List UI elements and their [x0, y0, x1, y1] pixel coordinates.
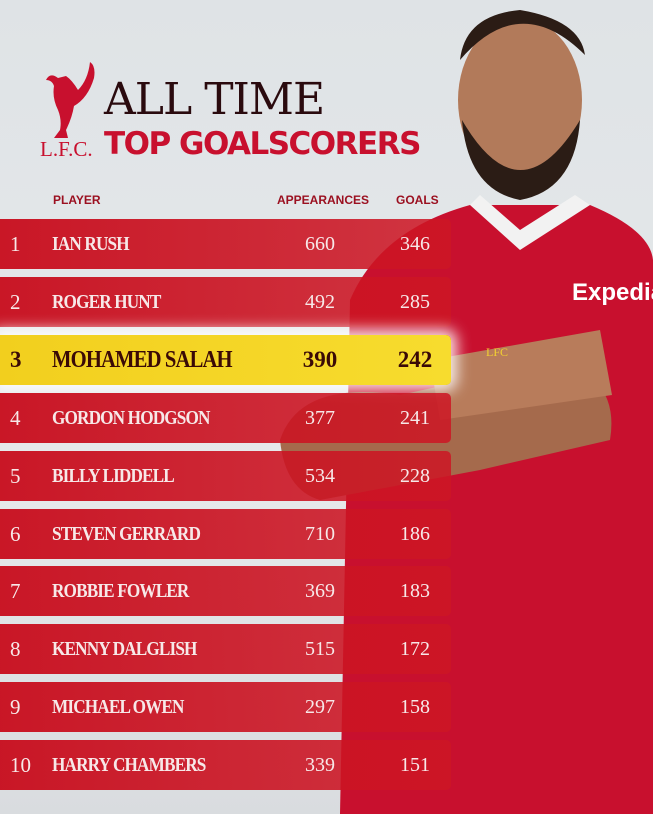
table-row: 10 HARRY CHAMBERS 339 151 [0, 740, 451, 791]
lfc-logo-text: L.F.C. [40, 137, 93, 161]
table-row: 7 ROBBIE FOWLER 369 183 [0, 566, 451, 617]
row-name: KENNY DALGLISH [52, 638, 197, 661]
row-name: BILLY LIDDELL [52, 464, 175, 487]
table-row: 8 KENNY DALGLISH 515 172 [0, 624, 451, 675]
row-rank: 10 [10, 753, 31, 778]
row-name: MOHAMED SALAH [52, 346, 233, 373]
shirt-crest-text: LFC [486, 345, 508, 359]
row-appearances: 390 [302, 346, 338, 372]
row-name: ROBBIE FOWLER [52, 580, 189, 603]
row-name: HARRY CHAMBERS [52, 754, 206, 777]
row-goals: 172 [400, 638, 430, 661]
row-goals: 346 [400, 233, 430, 255]
row-appearances: 710 [305, 522, 335, 545]
column-header-goals: GOALS [396, 193, 439, 207]
row-appearances: 515 [305, 638, 335, 661]
table-row: 2 ROGER HUNT 492 285 [0, 276, 451, 327]
table-row: 3 MOHAMED SALAH 390 242 [0, 334, 451, 385]
row-rank: 5 [10, 463, 21, 488]
row-name: MICHAEL OWEN [52, 696, 184, 719]
row-name: STEVEN GERRARD [52, 522, 201, 545]
row-name: GORDON HODGSON [52, 406, 210, 429]
row-rank: 3 [10, 346, 22, 372]
row-name: IAN RUSH [52, 233, 130, 255]
row-rank: 7 [10, 579, 21, 604]
table-row: 9 MICHAEL OWEN 297 158 [0, 682, 451, 733]
row-goals: 241 [400, 406, 430, 429]
row-appearances: 369 [305, 580, 335, 603]
row-goals: 186 [400, 522, 430, 545]
row-goals: 158 [400, 696, 430, 719]
row-appearances: 297 [305, 696, 335, 719]
sponsor-text: Expedia [572, 279, 653, 306]
table-row: 1 IAN RUSH 660 346 [0, 219, 451, 269]
row-rank: 9 [10, 695, 21, 720]
column-header-appearances: APPEARANCES [277, 193, 370, 207]
row-appearances: 660 [305, 233, 335, 255]
row-rank: 4 [10, 405, 21, 430]
table-row: 6 STEVEN GERRARD 710 186 [0, 508, 451, 559]
table-row: 5 BILLY LIDDELL 534 228 [0, 450, 451, 501]
row-appearances: 492 [305, 290, 335, 313]
row-goals: 183 [400, 580, 430, 603]
title-line-1: ALL TIME [104, 74, 325, 125]
row-rank: 2 [10, 289, 21, 314]
row-rank: 1 [10, 232, 21, 256]
row-goals: 285 [400, 290, 430, 313]
row-name: ROGER HUNT [52, 290, 161, 313]
row-rank: 8 [10, 637, 21, 662]
liver-bird-logo-icon [46, 62, 95, 138]
column-header-player: PLAYER [53, 193, 101, 207]
row-rank: 6 [10, 521, 21, 546]
row-goals: 228 [400, 464, 430, 487]
row-goals: 242 [397, 346, 433, 372]
table-row: 4 GORDON HODGSON 377 241 [0, 392, 451, 443]
row-goals: 151 [400, 754, 430, 777]
row-appearances: 377 [305, 406, 335, 429]
title-line-2: TOP GOALSCORERS [104, 126, 421, 162]
row-appearances: 534 [305, 464, 335, 487]
row-appearances: 339 [305, 754, 335, 777]
